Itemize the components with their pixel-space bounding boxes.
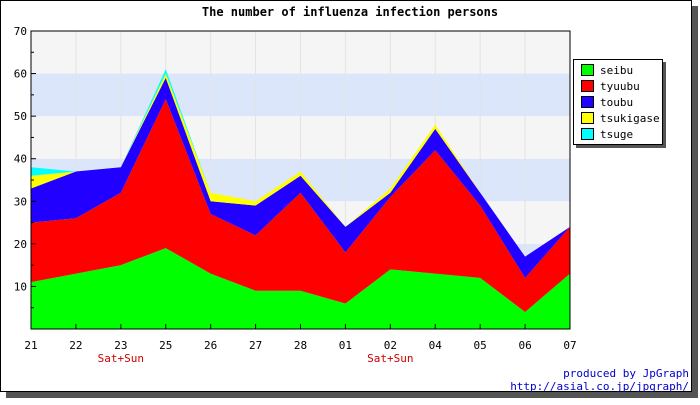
legend: seibu tyuubu toubu tsukigase tsuge	[573, 59, 666, 148]
x-tick-label: 04	[429, 339, 443, 352]
legend-label-tsukigase: tsukigase	[600, 112, 660, 125]
legend-swatch-toubu	[581, 96, 594, 108]
y-tick-label: 30	[14, 195, 27, 208]
x-tick-label: 21	[24, 339, 37, 352]
y-tick-label: 20	[14, 238, 27, 251]
legend-label-seibu: seibu	[600, 64, 633, 77]
y-tick-label: 60	[14, 68, 27, 81]
legend-label-tsuge: tsuge	[600, 128, 633, 141]
x-tick-label: 22	[69, 339, 82, 352]
y-tick-label: 10	[14, 280, 27, 293]
x-tick-label: 26	[204, 339, 217, 352]
area-toubu	[31, 77, 570, 278]
area-series	[31, 69, 570, 329]
area-seibu	[31, 248, 570, 329]
x-tick-label: 02	[384, 339, 397, 352]
legend-swatch-tyuubu	[581, 80, 594, 92]
credit-link[interactable]: http://asial.co.jp/jpgraph/	[510, 380, 689, 393]
y-tick-label: 40	[14, 153, 27, 166]
legend-swatch-tsukigase	[581, 112, 594, 124]
area-tyuubu	[31, 99, 570, 312]
legend-swatch-seibu	[581, 64, 594, 76]
x-tick-label: 28	[294, 339, 307, 352]
y-tick-label: 50	[14, 110, 27, 123]
x-tick-label: 06	[518, 339, 531, 352]
y-tick-label: 70	[14, 25, 27, 38]
legend-swatch-tsuge	[581, 128, 594, 140]
x-tick-label: 27	[249, 339, 262, 352]
x-tick-label: 07	[563, 339, 576, 352]
credit-line-1: produced by JpGraph	[563, 367, 689, 380]
x-tick-label: 01	[339, 339, 352, 352]
weekend-label: Sat+Sun	[367, 352, 413, 365]
x-tick-label: 23	[114, 339, 127, 352]
chart-title: The number of influenza infection person…	[202, 5, 498, 19]
y-axis: 10 20 30 40 50 60 70	[14, 25, 36, 309]
legend-label-toubu: toubu	[600, 96, 633, 109]
legend-label-tyuubu: tyuubu	[600, 80, 640, 93]
x-tick-label: 05	[474, 339, 487, 352]
x-tick-label: 25	[159, 339, 172, 352]
x-axis: 21 22 23 25 26 27 28 01 02 04 05 06 07 Sat+Sun Sat+Sun	[24, 324, 577, 365]
weekend-label: Sat+Sun	[98, 352, 144, 365]
